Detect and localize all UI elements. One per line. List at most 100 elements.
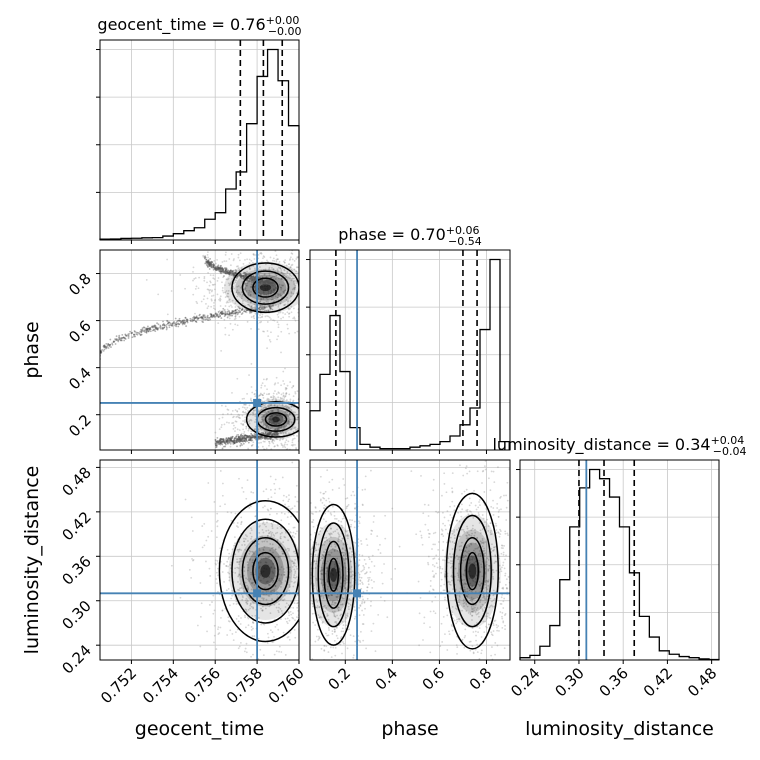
sample-point <box>231 271 233 273</box>
sample-point <box>235 435 238 438</box>
sample-point <box>322 297 324 299</box>
sample-point <box>227 271 229 274</box>
sample-point <box>315 292 317 294</box>
sample-point <box>248 280 251 283</box>
sample-point <box>280 317 282 320</box>
sample-point <box>271 410 274 412</box>
sample-point <box>276 433 278 436</box>
sample-point <box>312 525 315 528</box>
sample-point <box>234 420 237 423</box>
sample-point <box>266 377 268 380</box>
sample-point <box>268 268 270 271</box>
sample-point <box>282 380 285 382</box>
sample-point <box>271 267 273 269</box>
sample-point <box>216 525 219 528</box>
sample-point <box>294 411 297 414</box>
sample-point <box>288 619 291 622</box>
sample-point <box>296 418 299 421</box>
sample-point <box>221 261 224 263</box>
sample-point <box>280 284 283 287</box>
sample-point <box>301 412 303 414</box>
sample-point <box>239 441 241 444</box>
sample-point <box>303 283 305 285</box>
sample-point <box>276 405 279 408</box>
sample-point <box>282 420 285 423</box>
sample-point <box>263 282 266 285</box>
sample-point <box>224 313 227 316</box>
sample-point <box>212 315 215 318</box>
sample-point <box>249 276 252 279</box>
sample-point <box>257 281 260 283</box>
sample-point <box>251 434 253 437</box>
sample-point <box>217 267 220 270</box>
sample-point <box>251 434 254 437</box>
sample-point <box>208 263 211 266</box>
sample-point <box>243 456 245 458</box>
sample-point <box>265 424 268 427</box>
sample-point <box>171 322 174 325</box>
sample-point <box>240 291 243 294</box>
sample-point <box>250 491 253 493</box>
sample-point <box>328 500 331 503</box>
sample-point <box>305 522 307 524</box>
sample-point <box>133 333 135 336</box>
sample-point <box>213 288 216 291</box>
sample-point <box>252 314 255 317</box>
sample-point <box>250 277 253 279</box>
sample-point <box>261 279 263 282</box>
sample-point <box>269 433 272 436</box>
sample-point <box>249 277 252 280</box>
sample-point <box>210 314 213 316</box>
sample-point <box>294 636 297 639</box>
sample-point <box>254 436 257 439</box>
sample-point <box>303 443 305 445</box>
sample-point <box>242 274 245 277</box>
sample-point <box>234 426 237 429</box>
sample-point <box>276 433 279 436</box>
sample-point <box>157 293 160 296</box>
sample-point <box>296 266 299 269</box>
sample-point <box>306 574 308 576</box>
sample-point <box>306 279 308 281</box>
sample-point <box>204 318 207 321</box>
sample-point <box>271 259 274 262</box>
sample-point <box>261 400 263 403</box>
sample-point <box>308 255 310 257</box>
sample-point <box>228 305 231 308</box>
sample-point <box>221 482 224 485</box>
sample-point <box>209 262 212 264</box>
sample-point <box>275 717 277 719</box>
sample-point <box>234 309 237 312</box>
sample-point <box>302 712 304 714</box>
sample-point <box>179 274 182 276</box>
sample-point <box>302 405 304 407</box>
sample-point <box>271 281 274 284</box>
sample-point <box>270 419 273 422</box>
sample-point <box>306 466 308 468</box>
sample-point <box>239 272 242 275</box>
sample-point <box>249 311 252 314</box>
sample-point <box>347 504 350 506</box>
sample-point <box>308 580 310 582</box>
sample-point <box>226 442 229 444</box>
sample-point <box>366 597 369 600</box>
sample-point <box>305 642 307 644</box>
sample-point <box>235 279 238 282</box>
sample-point <box>264 424 267 426</box>
sample-point <box>269 415 272 418</box>
sample-point <box>214 439 217 441</box>
sample-point <box>262 281 265 284</box>
sample-point <box>247 436 249 439</box>
sample-point <box>272 304 275 307</box>
sample-point <box>217 268 219 271</box>
sample-point <box>143 329 146 332</box>
sample-point <box>227 587 230 590</box>
sample-point <box>219 439 221 442</box>
sample-point <box>269 307 272 310</box>
sample-point <box>250 436 253 439</box>
sample-point <box>249 312 251 314</box>
sample-point <box>243 440 246 442</box>
sample-point <box>229 445 232 448</box>
sample-point <box>237 306 240 309</box>
sample-point <box>265 407 267 409</box>
